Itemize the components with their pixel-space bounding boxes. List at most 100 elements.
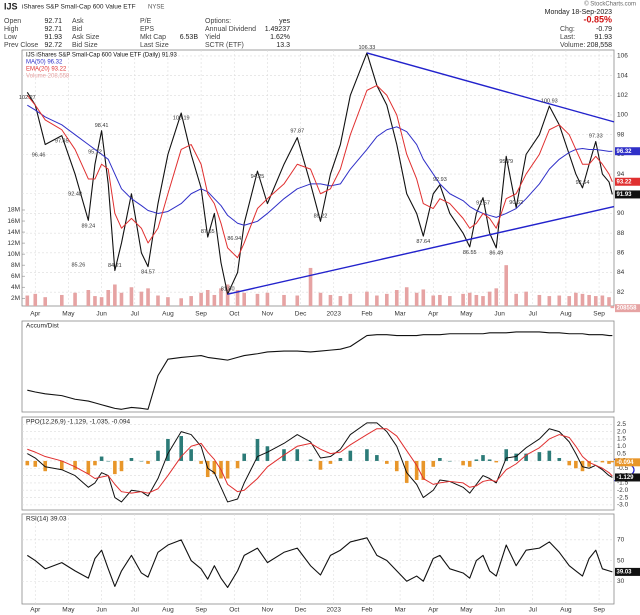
- legend-entry: IJS iShares S&P Small-Cap 600 Value ETF …: [26, 53, 178, 59]
- bar: [113, 460, 117, 475]
- bar: [59, 294, 64, 306]
- y-tick-label: 94: [617, 171, 625, 178]
- bar: [295, 449, 300, 461]
- value-tag-label: 93.22: [617, 179, 633, 185]
- bar: [438, 458, 442, 461]
- x-tick-label: May: [62, 607, 75, 614]
- bar: [166, 297, 170, 306]
- x-tick-label: Jun: [96, 607, 107, 614]
- y-tick-label: 98: [617, 131, 625, 138]
- bar: [212, 294, 217, 306]
- price-annotation: 87.64: [416, 239, 430, 245]
- panel-frame: [21, 49, 615, 307]
- bar: [33, 460, 38, 467]
- price-annotation: 84.57: [141, 269, 155, 275]
- price-annotation: 97.33: [589, 134, 603, 140]
- x-tick-label: Nov: [262, 311, 274, 318]
- copyright: © StockCharts.com: [584, 1, 636, 8]
- bar: [574, 460, 578, 469]
- y-tick-label: 100: [617, 112, 628, 119]
- bar: [461, 293, 465, 306]
- bar: [119, 292, 124, 306]
- bar: [212, 460, 217, 475]
- bar: [348, 293, 353, 306]
- x-tick-label: Jul: [529, 311, 538, 318]
- bar: [235, 460, 240, 469]
- y-tick-label: 102: [617, 92, 628, 99]
- quote-label: Bid: [72, 26, 82, 33]
- x-tick-label: Jun: [96, 311, 107, 318]
- value-tag: [615, 473, 640, 482]
- price-annotation: 89.22: [314, 214, 328, 220]
- bar: [255, 293, 260, 306]
- quote-label: Ask: [72, 18, 84, 25]
- x-tick-label: Jun: [494, 607, 505, 614]
- y-tick-label: 86: [617, 250, 625, 257]
- value-tag: [615, 147, 640, 156]
- panel-title: PPO(12,26,9) -1.129, -1.035, -0.094: [26, 419, 130, 426]
- bar: [593, 296, 598, 306]
- series-line: [26, 52, 613, 295]
- bar: [106, 460, 111, 462]
- bar: [179, 436, 183, 461]
- bar: [467, 292, 472, 306]
- bar: [494, 460, 499, 463]
- price-annotation: 94.25: [251, 174, 265, 180]
- bar: [139, 291, 144, 306]
- y2-tick-label: 10M: [7, 251, 20, 258]
- bar: [514, 453, 518, 461]
- x-tick-label: Oct: [229, 311, 239, 318]
- y-tick-label: 84: [617, 269, 625, 276]
- y2-tick-label: 8M: [11, 262, 20, 269]
- bar: [431, 295, 436, 306]
- bar: [225, 460, 230, 479]
- trendline: [227, 205, 615, 295]
- bar: [146, 288, 150, 306]
- bar: [514, 293, 518, 306]
- bar: [318, 292, 323, 306]
- summary-label: Last:: [560, 34, 575, 41]
- quote-value: 1.62%: [270, 34, 290, 41]
- summary-label: Chg:: [560, 26, 575, 33]
- bar: [481, 455, 485, 461]
- y-tick-label: 30: [617, 578, 625, 585]
- y-tick-label: 90: [617, 210, 625, 217]
- bar: [537, 294, 542, 306]
- bar: [448, 296, 452, 306]
- price-annotation: 92.93: [433, 177, 447, 183]
- y2-tick-label: 16M: [7, 218, 20, 225]
- bar: [225, 284, 230, 306]
- legend-entry: EMA(20) 93.22: [26, 67, 67, 73]
- bar: [242, 292, 247, 306]
- price-annotation: 81.80: [221, 287, 235, 293]
- x-tick-label: Nov: [262, 607, 274, 614]
- trendline: [366, 52, 615, 123]
- bar: [421, 460, 426, 480]
- bar: [338, 458, 343, 461]
- bar: [93, 460, 97, 466]
- bar: [106, 290, 111, 306]
- bar: [481, 296, 485, 306]
- bar: [431, 460, 436, 467]
- value-tag-label: 96.32: [617, 149, 633, 155]
- x-tick-label: 2023: [327, 607, 342, 614]
- bar: [547, 450, 552, 461]
- y-tick-label: -1.5: [617, 480, 629, 487]
- bar: [438, 294, 442, 306]
- y-tick-label: -2.5: [617, 494, 629, 501]
- quote-label: Low: [4, 34, 18, 41]
- bar: [504, 449, 509, 461]
- price-annotation: 100.93: [541, 98, 558, 104]
- y2-tick-label: 2M: [11, 295, 20, 302]
- price-annotation: 100.19: [173, 116, 190, 122]
- x-tick-label: Oct: [229, 607, 239, 614]
- bar: [494, 288, 499, 306]
- summary-value: 208,558: [587, 42, 612, 49]
- bar: [504, 265, 509, 306]
- x-tick-label: Mar: [394, 607, 406, 614]
- x-tick-label: Feb: [361, 607, 373, 614]
- price-annotation: 86.55: [463, 250, 477, 256]
- bar: [474, 294, 479, 306]
- bar: [99, 297, 104, 306]
